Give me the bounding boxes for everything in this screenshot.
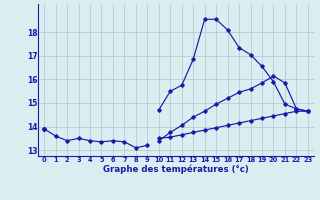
X-axis label: Graphe des températures (°c): Graphe des températures (°c) <box>103 164 249 174</box>
